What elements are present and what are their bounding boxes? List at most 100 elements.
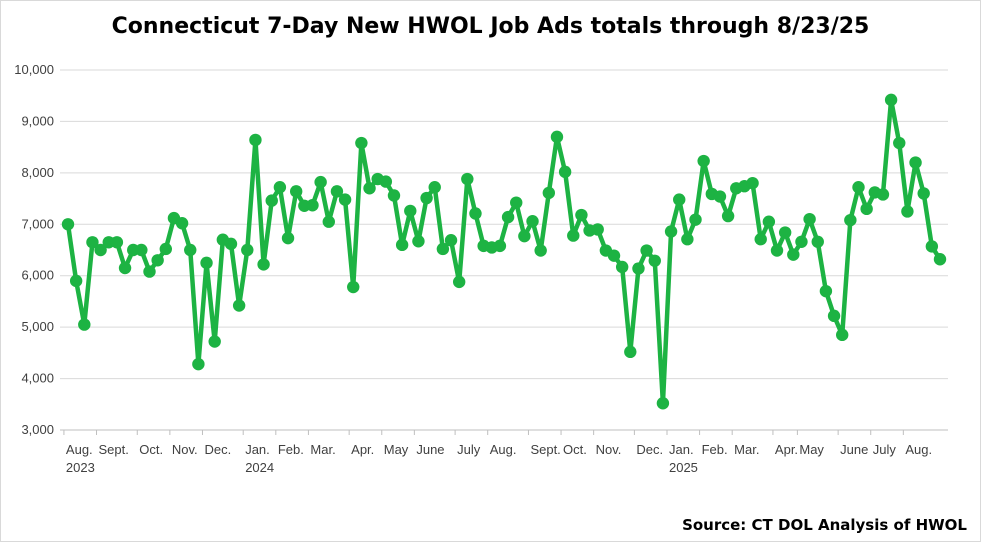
data-point	[501, 210, 515, 224]
data-point	[86, 236, 99, 249]
data-point	[656, 397, 670, 410]
x-tick-label: July	[873, 442, 897, 457]
data-point	[322, 215, 335, 228]
data-point	[61, 218, 75, 231]
data-point	[591, 223, 604, 236]
data-point	[933, 253, 947, 266]
data-point	[713, 190, 727, 203]
data-point	[795, 235, 808, 248]
data-point	[355, 136, 368, 150]
data-point	[330, 185, 344, 198]
data-point	[746, 176, 759, 190]
data-point	[640, 244, 653, 257]
data-point	[844, 213, 857, 227]
source-note: Source: CT DOL Analysis of HWOL	[682, 516, 967, 534]
data-point	[289, 185, 303, 198]
x-tick-label: May	[799, 442, 824, 457]
data-point	[697, 154, 710, 168]
data-point	[624, 345, 637, 359]
x-tick-label: Nov.	[596, 442, 622, 457]
data-point	[762, 215, 776, 228]
y-axis: 3,000 4,000 5,000 6,000 7,000 8,000 9,000 10,00…	[14, 62, 54, 437]
data-point	[632, 262, 645, 275]
data-point	[787, 248, 800, 261]
x-tick-label: Aug.	[905, 442, 932, 457]
x-tick-label: Sept.	[530, 442, 560, 457]
x-tick-label: Oct.	[563, 442, 587, 457]
chart-title: Connecticut 7-Day New HWOL Job Ads total…	[111, 14, 870, 39]
data-point	[444, 234, 458, 247]
x-tick-label: Mar.	[734, 442, 759, 457]
x-tick-label: Apr.	[351, 442, 374, 457]
data-point	[151, 254, 164, 267]
x-year-label: 2023	[66, 460, 95, 475]
x-tick-label: Dec.	[204, 442, 231, 457]
data-point	[428, 181, 441, 194]
x-tick-label: July	[457, 442, 481, 457]
data-point	[860, 202, 873, 216]
data-point	[404, 204, 417, 218]
data-point	[338, 193, 352, 206]
data-point	[876, 188, 890, 201]
data-point	[395, 238, 409, 252]
x-tick-label: Feb.	[702, 442, 728, 457]
data-point	[778, 226, 792, 239]
data-point	[110, 236, 124, 249]
data-point	[819, 284, 833, 298]
data-point	[249, 133, 262, 147]
data-point	[461, 172, 474, 186]
data-point	[550, 130, 564, 144]
data-point	[534, 244, 547, 257]
data-point	[518, 229, 531, 243]
x-tick-label: June	[416, 442, 444, 457]
data-point	[314, 175, 327, 189]
data-point	[469, 207, 482, 220]
data-point	[118, 261, 132, 275]
series-line	[65, 97, 943, 406]
y-tick-label: 9,000	[21, 113, 54, 128]
series-new-job-ads	[61, 93, 947, 410]
data-point	[542, 186, 556, 200]
x-tick-label: Nov.	[172, 442, 198, 457]
data-point	[200, 256, 213, 270]
data-point	[901, 205, 914, 218]
x-tick-label: Aug.	[66, 442, 93, 457]
data-point	[224, 237, 238, 251]
data-point	[387, 189, 401, 202]
data-point	[135, 243, 148, 257]
data-point	[69, 274, 83, 288]
data-point	[884, 93, 898, 107]
y-tick-label: 4,000	[21, 371, 54, 386]
data-point	[567, 229, 580, 242]
x-tick-label: Sept.	[99, 442, 129, 457]
data-point	[925, 240, 939, 253]
data-point	[558, 165, 572, 179]
data-point	[689, 213, 702, 226]
data-point	[257, 258, 270, 271]
data-point	[510, 196, 523, 209]
x-year-label: 2025	[669, 460, 698, 475]
x-tick-label: Apr.	[775, 442, 798, 457]
data-point	[721, 209, 735, 223]
data-point	[306, 199, 319, 212]
y-tick-label: 10,000	[14, 62, 54, 77]
data-point	[615, 260, 629, 274]
data-point	[363, 182, 376, 195]
data-point	[159, 242, 172, 256]
x-tick-label: Dec.	[636, 442, 663, 457]
data-point	[78, 318, 91, 331]
x-tick-label: June	[840, 442, 868, 457]
data-point	[827, 309, 841, 323]
data-point	[452, 275, 466, 289]
data-point	[681, 233, 694, 246]
data-point	[770, 244, 784, 257]
data-point	[420, 191, 433, 205]
data-point	[265, 194, 278, 207]
x-tick-label: Mar.	[310, 442, 335, 457]
data-point	[575, 208, 588, 222]
y-tick-label: 7,000	[21, 216, 54, 231]
data-point	[347, 280, 360, 294]
